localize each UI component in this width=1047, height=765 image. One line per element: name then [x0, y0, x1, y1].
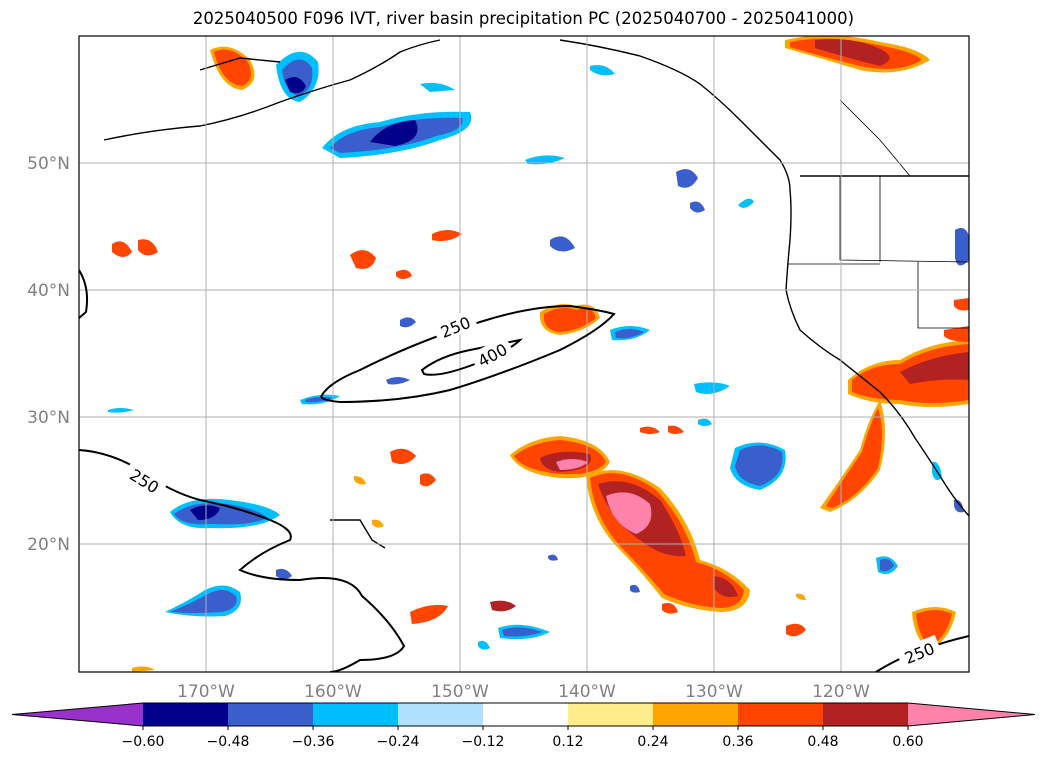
map-title: 2025040500 F096 IVT, river basin precipi… [192, 9, 855, 28]
colorbar-segment [823, 703, 908, 726]
lat-label: 30°N [27, 408, 70, 428]
colorbar-segment [568, 703, 653, 726]
colorbar-tick-label: 0.60 [892, 734, 923, 750]
lon-label: 130°W [685, 682, 743, 702]
colorbar-segment [228, 703, 313, 726]
longitude-labels: 170°W 160°W 150°W 140°W 130°W 120°W [177, 682, 870, 702]
colorbar-extend-low [12, 703, 143, 726]
lon-label: 160°W [304, 682, 362, 702]
coastlines [103, 39, 969, 549]
colorbar-tick-label: −0.48 [207, 734, 250, 750]
colorbar: −0.60 −0.48 −0.36 −0.24 −0.12 0.12 0.24 0.36 0.4… [11, 702, 1036, 750]
lat-label: 40°N [27, 281, 70, 301]
gridlines [79, 36, 969, 672]
colorbar-tick-label: −0.36 [292, 734, 335, 750]
colorbar-extend-high [908, 703, 1035, 726]
colorbar-segment [483, 703, 568, 726]
lon-label: 140°W [558, 682, 616, 702]
colorbar-segment [653, 703, 738, 726]
colorbar-tick-label: 0.24 [637, 734, 668, 750]
colorbar-tick-label: 0.12 [552, 734, 583, 750]
map-frame [78, 35, 970, 673]
colorbar-tick-label: 0.36 [722, 734, 753, 750]
positive-anomaly-regions [112, 36, 969, 672]
colorbar-tick-label: −0.24 [377, 734, 420, 750]
negative-anomaly-regions [108, 51, 969, 650]
colorbar-segment [313, 703, 398, 726]
colorbar-tick-label: −0.12 [462, 734, 505, 750]
colorbar-tick-label: 0.48 [807, 734, 838, 750]
colorbar-segment [143, 703, 228, 726]
colorbar-segment [398, 703, 483, 726]
colorbar-segment [738, 703, 823, 726]
precip-shading [108, 36, 969, 672]
lon-label: 120°W [812, 682, 870, 702]
lon-label: 170°W [177, 682, 235, 702]
state-borders [788, 99, 969, 329]
latitude-labels: 50°N 40°N 30°N 20°N [27, 154, 70, 555]
colorbar-tick-label: −0.60 [122, 734, 165, 750]
lat-label: 20°N [27, 535, 70, 555]
lon-label: 150°W [431, 682, 489, 702]
lat-label: 50°N [27, 154, 70, 174]
